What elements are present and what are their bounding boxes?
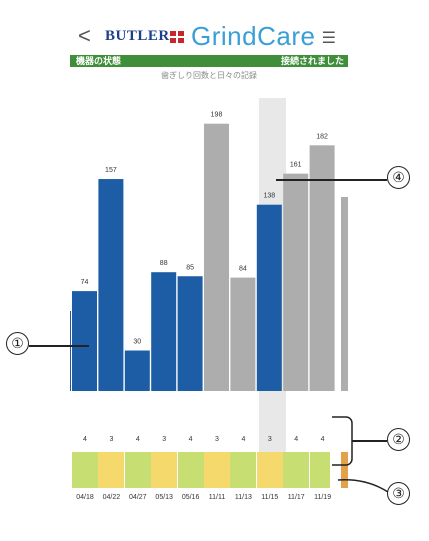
daily-count-label: 3	[267, 436, 272, 443]
daily-score-cell[interactable]	[230, 452, 257, 488]
daily-score-cell[interactable]	[98, 452, 125, 488]
chart-bar[interactable]	[309, 145, 335, 391]
chart-bar-value-label: 85	[186, 264, 194, 271]
date-label: 11/11	[208, 494, 226, 500]
back-button[interactable]: <	[78, 23, 91, 48]
chart-bar[interactable]	[283, 173, 309, 391]
chart-title: 歯ぎしり回数と日々の記録	[161, 71, 257, 80]
daily-score-cell[interactable]	[177, 452, 204, 488]
chart-bar[interactable]	[230, 277, 256, 391]
callout-1: ①	[6, 332, 29, 355]
chart-bar-value-label: 161	[290, 162, 302, 169]
daily-count-label: 3	[162, 436, 167, 443]
chart-bar-value-label: 30	[133, 339, 141, 346]
date-label: 04/27	[129, 494, 147, 500]
chart-bar[interactable]	[151, 272, 177, 391]
callout-2: ②	[387, 428, 410, 451]
daily-score-row: 4 3 4 3 4 3 4 3 4 4	[70, 436, 348, 490]
callout-3-leader	[337, 479, 389, 493]
chart-bar-value-label: 84	[239, 266, 247, 273]
date-label: 11/15	[261, 494, 279, 500]
daily-count-label: 3	[215, 436, 219, 443]
date-label: 04/22	[102, 494, 121, 500]
header: < BUTLER GrindCare ☰	[70, 18, 348, 55]
daily-count-label: 4	[320, 436, 325, 443]
callout-4-leader	[276, 179, 387, 181]
date-label: 11/17	[287, 494, 305, 500]
chart-bar-value-label: 74	[81, 279, 89, 286]
chart-bar[interactable]	[204, 123, 229, 391]
app-screen: < BUTLER GrindCare ☰ 機器の状態 接続されました 歯ぎしり回…	[70, 18, 348, 500]
brand-logo-icon	[170, 31, 185, 44]
daily-score-cell[interactable]	[72, 452, 98, 488]
daily-score-cell[interactable]	[256, 452, 283, 488]
device-status-value: 接続されました	[280, 56, 344, 66]
chart-bar-value-label: 157	[105, 167, 117, 174]
chart-bar-edge-left	[70, 311, 71, 391]
daily-count-label: 4	[83, 436, 87, 443]
daily-count-label: 3	[109, 436, 114, 443]
callout-3: ③	[387, 482, 410, 505]
chart-bar[interactable]	[72, 291, 97, 391]
chart-bar-value-label: 182	[316, 133, 328, 140]
brand-name: BUTLER	[105, 28, 170, 44]
date-label: 04/18	[76, 494, 94, 500]
daily-score-cell[interactable]	[283, 452, 310, 488]
date-label: 11/13	[234, 494, 252, 500]
daily-score-cell[interactable]	[204, 452, 230, 488]
chart-bar[interactable]	[256, 204, 282, 391]
daily-count-label: 4	[294, 436, 299, 443]
chart-bar-value-label: 88	[160, 260, 168, 267]
callout-4: ④	[387, 166, 410, 189]
callout-1-leader	[29, 345, 89, 347]
date-label: 05/16	[181, 494, 200, 500]
device-status-label: 機器の状態	[76, 56, 122, 66]
daily-count-label: 4	[188, 436, 193, 443]
chart-bar-edge-right	[341, 197, 348, 391]
daily-count-label: 4	[241, 436, 246, 443]
app-title: GrindCare	[191, 21, 316, 51]
callout-2-leader	[352, 440, 387, 442]
daily-score-cell[interactable]	[124, 452, 151, 488]
callout-2-bracket	[332, 416, 353, 466]
daily-score-cell[interactable]	[309, 452, 330, 488]
chart-bar-value-label: 138	[263, 193, 275, 200]
date-label: 05/13	[155, 494, 173, 500]
chart-bar[interactable]	[177, 276, 203, 391]
daily-score-cell[interactable]	[151, 452, 178, 488]
device-status-bar: 機器の状態 接続されました	[70, 55, 348, 67]
date-label: 11/19	[314, 494, 332, 500]
chart-bar[interactable]	[98, 179, 124, 391]
menu-icon[interactable]: ☰	[321, 30, 336, 47]
daily-score-cell-edge	[341, 452, 348, 488]
chart-bar[interactable]	[124, 350, 150, 392]
daily-count-label: 4	[135, 436, 140, 443]
chart-bar-value-label: 198	[211, 112, 223, 119]
bar-chart: 74 157 30 88 85 198 84 138 161 182	[70, 112, 348, 392]
